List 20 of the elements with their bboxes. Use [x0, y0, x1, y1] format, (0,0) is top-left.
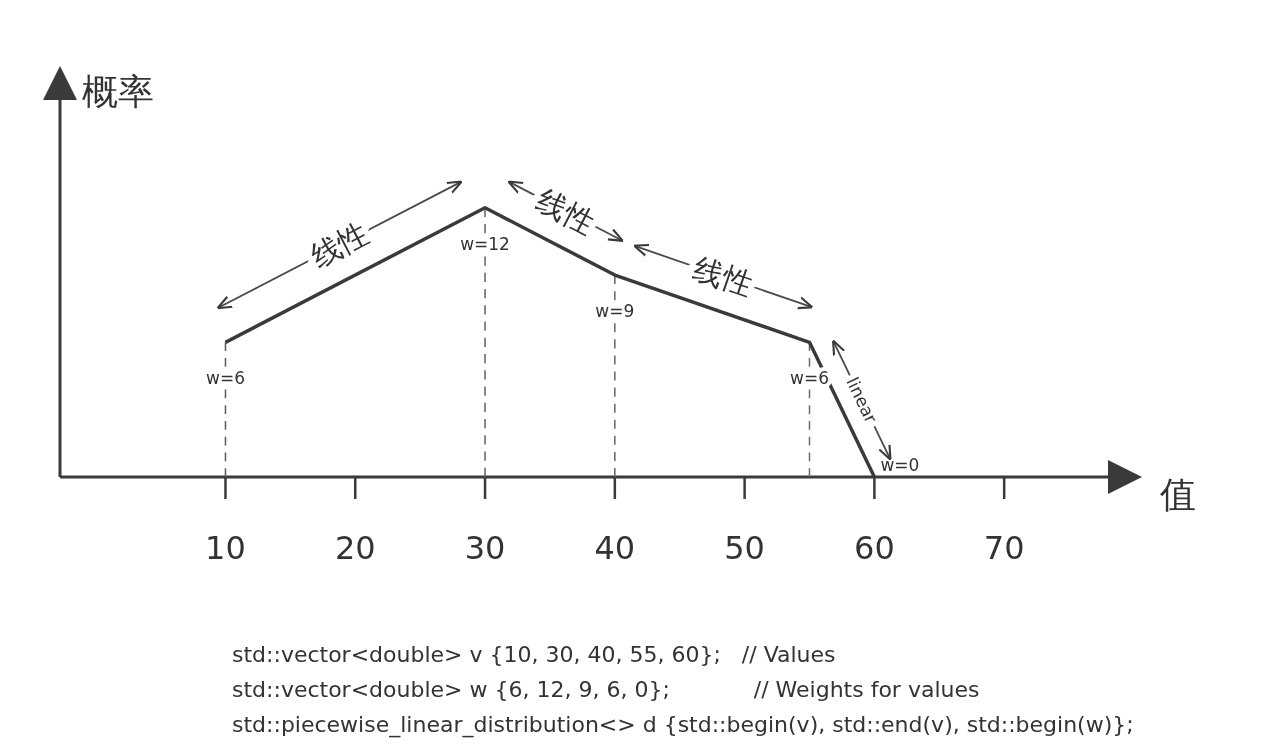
annotation: linear	[842, 374, 882, 427]
x-tick-label: 40	[594, 529, 636, 567]
x-tick-label: 30	[464, 529, 506, 567]
data-label: w=9	[595, 301, 635, 322]
x-tick-label: 20	[334, 529, 376, 567]
text: std::vector<double> v {10, 30, 40, 55, 60}; // Values	[232, 642, 836, 667]
text: std::vector<double> w {6, 12, 9, 6, 0}; // Weights for values	[232, 677, 980, 702]
y-axis-title: 概率	[82, 71, 154, 112]
data-label: w=6	[205, 368, 245, 389]
x-tick-label: 70	[983, 529, 1025, 567]
x-tick-label: 50	[724, 529, 765, 567]
x-axis-title: 值	[1160, 474, 1196, 515]
annotation: 线性	[689, 250, 758, 303]
x-tick-label: 10	[205, 529, 246, 567]
text: std::piecewise_linear_distribution<> d {std::begin(v), std::end(v), std::begin(w)};	[232, 712, 1134, 738]
x-tick-label: 60	[854, 529, 895, 567]
annotation: 线性	[304, 215, 375, 275]
data-label: w=0	[880, 455, 920, 475]
data-label: w=12	[460, 233, 510, 254]
annotation: 线性	[530, 181, 601, 241]
